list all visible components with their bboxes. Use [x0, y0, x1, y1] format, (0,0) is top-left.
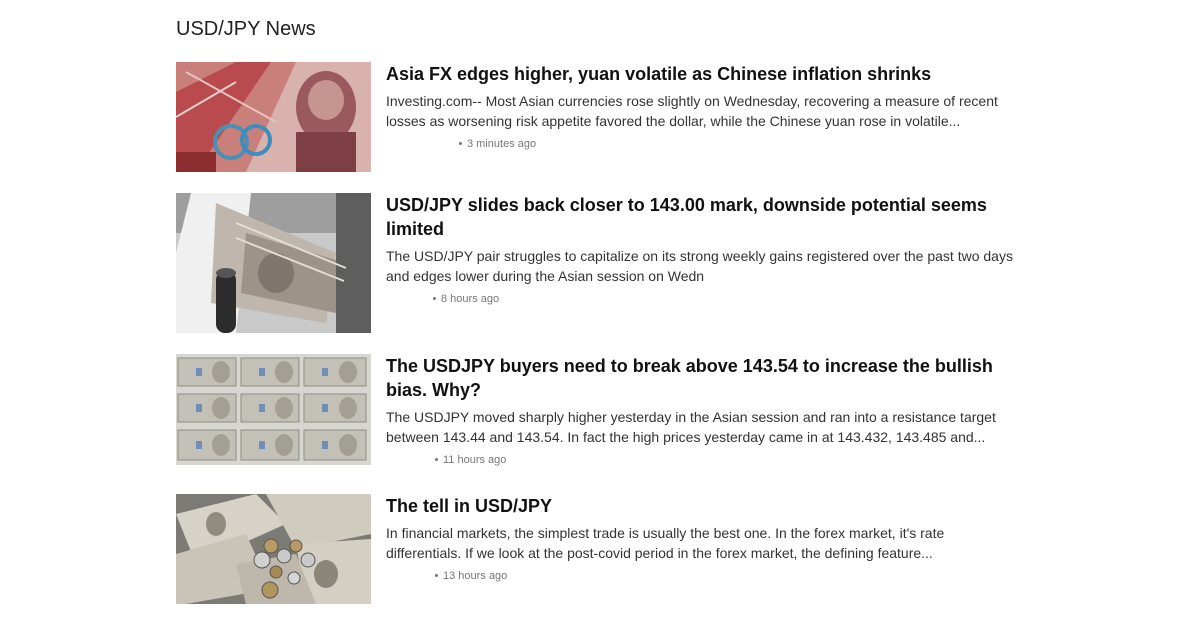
bullet-icon — [433, 296, 436, 300]
yen-counting-machine-image — [176, 193, 371, 333]
bullet-icon — [459, 141, 462, 145]
article-timestamp: 8 hours ago — [441, 293, 500, 305]
yen-bundles-image — [176, 354, 371, 465]
article-timestamp: 3 minutes ago — [467, 138, 537, 150]
news-item-1: Asia FX edges higher, yuan volatile as C… — [176, 62, 1016, 174]
article-meta: 11 hours ago — [386, 453, 1016, 467]
article-headline[interactable]: The USDJPY buyers need to break above 14… — [386, 356, 993, 400]
article-timestamp: 11 hours ago — [443, 454, 507, 466]
article-summary: The USD/JPY pair struggles to capitalize… — [386, 248, 1013, 284]
article-thumbnail-notes-and-coins[interactable] — [176, 494, 371, 604]
article-meta: 3 minutes ago — [386, 137, 1016, 151]
article-body: USD/JPY slides back closer to 143.00 mar… — [386, 193, 1016, 306]
article-thumbnail-counting-machine[interactable] — [176, 193, 371, 333]
article-summary: The USDJPY moved sharply higher yesterda… — [386, 409, 996, 445]
article-thumbnail-yuan[interactable] — [176, 62, 371, 172]
bullet-icon — [435, 573, 438, 577]
article-meta: 8 hours ago — [386, 292, 1016, 306]
article-meta: 13 hours ago — [386, 569, 1016, 583]
section-title: USD/JPY News — [176, 18, 316, 40]
bullet-icon — [435, 457, 438, 461]
yen-notes-and-coins-image — [176, 494, 371, 604]
news-item-4: The tell in USD/JPY In financial markets… — [176, 494, 1016, 606]
article-body: Asia FX edges higher, yuan volatile as C… — [386, 62, 1016, 151]
yuan-banknote-image — [176, 62, 371, 172]
article-headline[interactable]: The tell in USD/JPY — [386, 496, 553, 516]
news-item-2: USD/JPY slides back closer to 143.00 mar… — [176, 193, 1016, 333]
article-headline[interactable]: Asia FX edges higher, yuan volatile as C… — [386, 64, 932, 84]
article-summary: Investing.com-- Most Asian currencies ro… — [386, 93, 998, 129]
article-headline[interactable]: USD/JPY slides back closer to 143.00 mar… — [386, 195, 987, 239]
article-body: The USDJPY buyers need to break above 14… — [386, 354, 1016, 467]
article-thumbnail-yen-bundles[interactable] — [176, 354, 371, 465]
article-summary: In financial markets, the simplest trade… — [386, 525, 945, 561]
news-item-3: The USDJPY buyers need to break above 14… — [176, 354, 1016, 466]
article-timestamp: 13 hours ago — [443, 570, 508, 582]
article-body: The tell in USD/JPY In financial markets… — [386, 494, 1016, 583]
